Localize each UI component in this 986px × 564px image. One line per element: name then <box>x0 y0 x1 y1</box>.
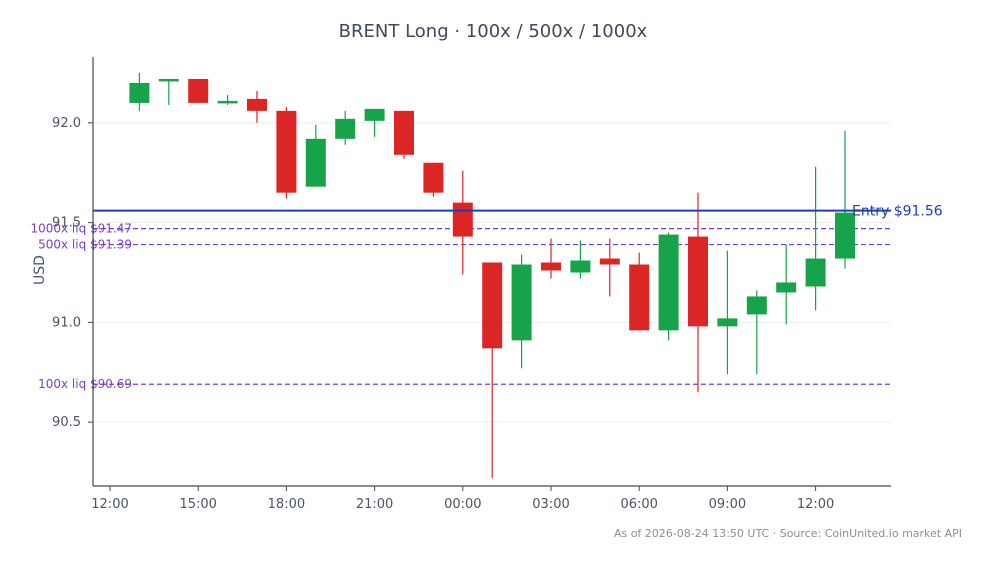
candle-body <box>658 234 679 331</box>
candle <box>541 238 561 279</box>
candle <box>247 90 267 123</box>
candle-body <box>688 236 708 327</box>
candle <box>629 252 650 331</box>
candle-body <box>335 118 356 139</box>
candle-body <box>158 78 179 82</box>
candle-body <box>305 138 326 187</box>
candle-body <box>217 100 238 104</box>
candle <box>482 262 503 479</box>
candle-body <box>129 82 150 103</box>
candle-body <box>629 264 650 331</box>
candle <box>599 238 620 297</box>
x-tick-label: 18:00 <box>268 497 305 512</box>
candle-body <box>570 260 591 273</box>
candle <box>688 192 708 393</box>
candle <box>452 170 473 275</box>
candle-body <box>835 212 855 259</box>
candle <box>423 162 444 197</box>
x-tick-label: 12:00 <box>91 497 128 512</box>
x-tick-label: 15:00 <box>179 497 216 512</box>
candle <box>746 290 767 375</box>
x-tick-label: 00:00 <box>444 497 481 512</box>
candle-body <box>717 318 738 327</box>
x-axis-ticks: 12:00 15:00 18:00 21:00 00:00 03:00 06:00 09:00… <box>91 486 834 512</box>
x-tick-label: 21:00 <box>356 497 393 512</box>
entry-label: Entry $91.56 <box>852 204 943 220</box>
liquidation-lines: 1000x liq $91.47 500x liq $91.39 100x liq … <box>30 222 891 391</box>
candle-body <box>188 78 209 103</box>
candle-body <box>423 162 444 193</box>
y-tick-label: 90.5 <box>52 415 81 430</box>
x-tick-label: 12:00 <box>797 497 834 512</box>
candle-body <box>452 202 473 237</box>
candle <box>276 106 297 199</box>
entry-line-group: Entry $91.56 <box>93 204 943 220</box>
footer-source: As of 2026-08-24 13:50 UTC · Source: Coi… <box>614 527 962 540</box>
liquidation-label: 500x liq $91.39 <box>38 238 132 252</box>
candle-body <box>364 108 385 121</box>
candle-body <box>482 262 503 349</box>
x-tick-label: 06:00 <box>620 497 657 512</box>
liquidation-label: 100x liq $90.69 <box>38 377 132 391</box>
candle <box>570 240 591 279</box>
candle-body <box>247 98 267 111</box>
y-tick-label: 91.0 <box>52 315 81 330</box>
candle-body <box>746 296 767 315</box>
candle <box>835 130 855 269</box>
candle-body <box>511 264 532 341</box>
liquidation-label: 1000x liq $91.47 <box>30 222 132 236</box>
candle <box>364 108 385 137</box>
candle <box>658 232 679 341</box>
candle-body <box>599 258 620 265</box>
candle <box>188 78 209 103</box>
candle <box>129 72 150 111</box>
y-axis-ticks: 90.5 91.0 91.5 92.0 <box>52 116 93 430</box>
axes <box>92 57 891 487</box>
y-axis-label: USD <box>32 255 48 285</box>
candle <box>776 244 797 325</box>
candle <box>394 110 414 159</box>
candle <box>717 250 738 375</box>
candle-body <box>541 262 561 271</box>
candle-body <box>394 110 414 155</box>
candle <box>511 254 532 369</box>
candle <box>305 124 326 187</box>
candle-body <box>776 282 797 293</box>
candle-body <box>276 110 297 193</box>
y-tick-label: 91.5 <box>52 216 81 231</box>
candle <box>217 94 238 105</box>
candles <box>129 72 855 479</box>
y-tick-label: 92.0 <box>52 116 81 131</box>
x-tick-label: 03:00 <box>532 497 569 512</box>
x-tick-label: 09:00 <box>709 497 746 512</box>
candle <box>158 78 179 105</box>
candle-body <box>805 258 826 287</box>
candle <box>335 110 356 145</box>
candle <box>805 166 826 311</box>
chart-title: BRENT Long · 100x / 500x / 1000x <box>339 21 648 42</box>
